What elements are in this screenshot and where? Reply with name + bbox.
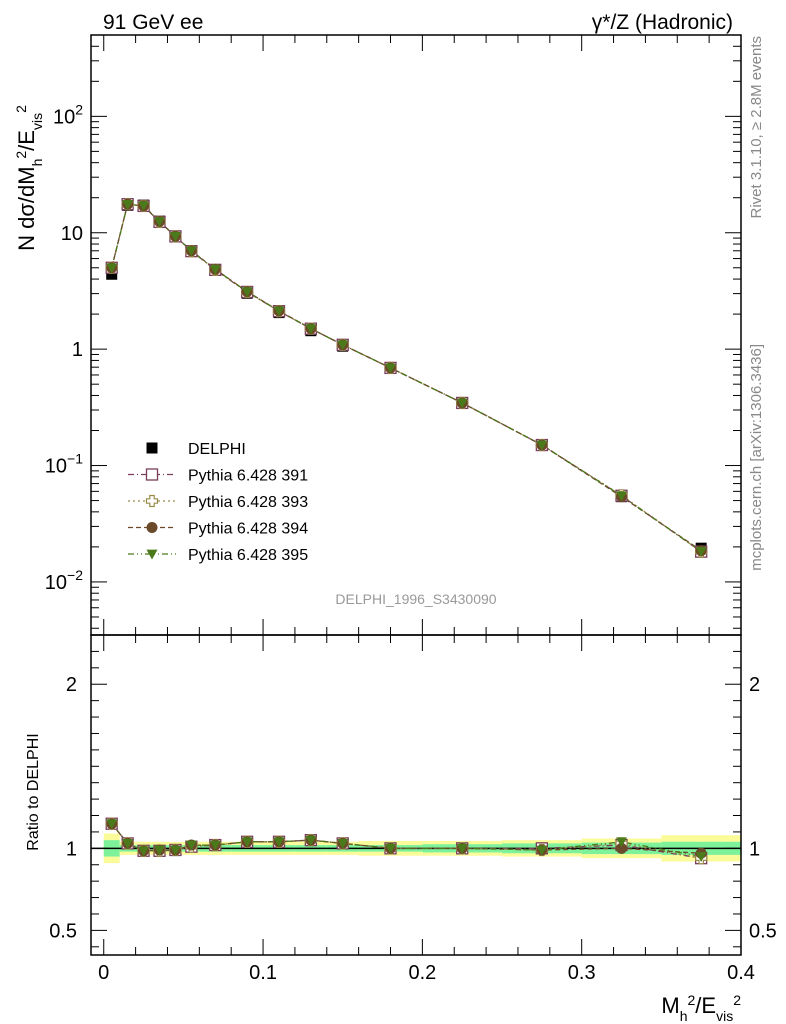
ratio-axis-ticks: 0 0.1 0.2 0.3 0.4 0.5 0.5 1 1 2 2 [49,635,777,984]
point-p395-13 [536,440,548,451]
main-y-tick-label: 1 [72,339,83,361]
header-right-label: γ*/Z (Hadronic) [592,11,733,34]
legend: DELPHI Pythia 6.428 391 Pythia 6.428 393 Py… [128,441,308,564]
point-p395-9 [305,324,317,335]
ratio-series-markers [105,817,708,865]
tick-base: 10 [61,223,83,245]
point-p395-3 [154,217,166,227]
tick-exponent: −2 [67,567,83,583]
ratio-point-p394-14 [616,842,628,854]
main-frame [90,34,742,636]
tick-exponent: −1 [67,451,83,467]
ratio-point-p395-10 [337,839,349,849]
point-p395-11 [385,363,397,374]
mcplots-label: mcplots.cern.ch [arXiv:1306.3436] [748,344,765,571]
ratio-point-p395-3 [154,845,166,856]
ratio-point-p395-13 [536,845,548,856]
ratio-point-p395-1 [122,839,134,849]
ratio-point-p395-15 [695,852,707,863]
ratio-y-tick-label: 2 [66,674,77,696]
x-tick-label: 0.2 [408,962,436,984]
point-data-0 [106,268,118,280]
ratio-point-p395-8 [273,837,285,848]
point-p395-10 [337,340,349,351]
legend-label-p394: Pythia 6.428 394 [188,521,308,538]
legend-marker-p394 [146,522,158,533]
ratio-point-p395-12 [456,843,468,854]
main-series-lines [111,203,702,553]
rivet-version-label: Rivet 3.1.10, ≥ 2.8M events [748,36,765,219]
ratio-point-p395-2 [138,846,150,857]
ratio-y-tick-label-right: 0.5 [749,920,777,942]
ratio-point-p395-4 [169,845,181,856]
point-p395-2 [138,201,150,212]
main-series-markers [105,198,708,558]
ratio-line-p394 [111,823,702,854]
ratio-point-p395-7 [241,837,253,848]
point-p395-4 [169,232,181,242]
x-tick-label: 0.1 [249,962,277,984]
tick-base: 10 [53,106,75,128]
point-p395-5 [185,246,197,257]
legend-label-p395: Pythia 6.428 395 [188,547,308,564]
tick-exponent: 2 [75,101,83,117]
ratio-point-p395-14 [616,837,628,848]
ratio-frame [90,634,742,956]
point-p395-14 [616,491,628,502]
x-tick-label: 0 [98,962,109,984]
legend-marker-data [146,442,158,454]
point-p395-1 [122,200,134,210]
ratio-point-p395-6 [209,840,221,851]
ratio-y-tick-label: 0.5 [49,920,77,942]
x-tick-label: 0.3 [568,962,596,984]
legend-marker-p395 [146,549,158,560]
ratio-y-tick-label-right: 2 [749,674,760,696]
ratio-point-p395-0 [106,819,118,830]
ratio-series-lines [111,823,702,859]
legend-marker-p393 [145,494,159,508]
main-y-tick-label: 10−1 [45,451,83,478]
ratio-y-tick-label-right: 1 [749,838,760,860]
legend-label-data: DELPHI [188,441,246,458]
point-p395-15 [695,546,707,557]
ratio-point-p395-5 [185,840,197,851]
point-p395-0 [106,263,118,274]
main-y-tick-label: 102 [53,101,83,128]
tick-base: 10 [45,572,67,594]
tick-base: 1 [72,339,83,361]
ratio-point-p395-9 [305,835,317,846]
main-y-tick-label: 10 [61,223,83,245]
point-p395-8 [273,306,285,317]
x-tick-label: 0.4 [727,962,755,984]
legend-marker-p391 [145,468,159,481]
main-y-axis-label: N dσ/dMh2/Evis2 [13,105,45,251]
point-p395-6 [209,264,221,275]
ratio-plot-panel: 0 0.1 0.2 0.3 0.40.5 0.51 12 2 Ratio to DELPHI … [25,634,777,1024]
point-p395-12 [456,398,468,409]
header-left-label: 91 GeV ee [103,11,203,34]
main-y-tick-label: 10−2 [45,567,83,594]
legend-label-p393: Pythia 6.428 393 [188,494,308,511]
tick-base: 10 [45,456,67,478]
ratio-y-tick-label: 1 [66,838,77,860]
legend-label-p391: Pythia 6.428 391 [188,468,308,485]
series-line-p395 [111,203,702,552]
x-axis-label: Mh2/Evis2 [661,992,741,1024]
ratio-point-p395-11 [385,843,397,854]
watermark-label: DELPHI_1996_S3430090 [335,591,496,607]
point-p395-7 [241,287,253,298]
ratio-y-axis-label: Ratio to DELPHI [25,733,42,850]
